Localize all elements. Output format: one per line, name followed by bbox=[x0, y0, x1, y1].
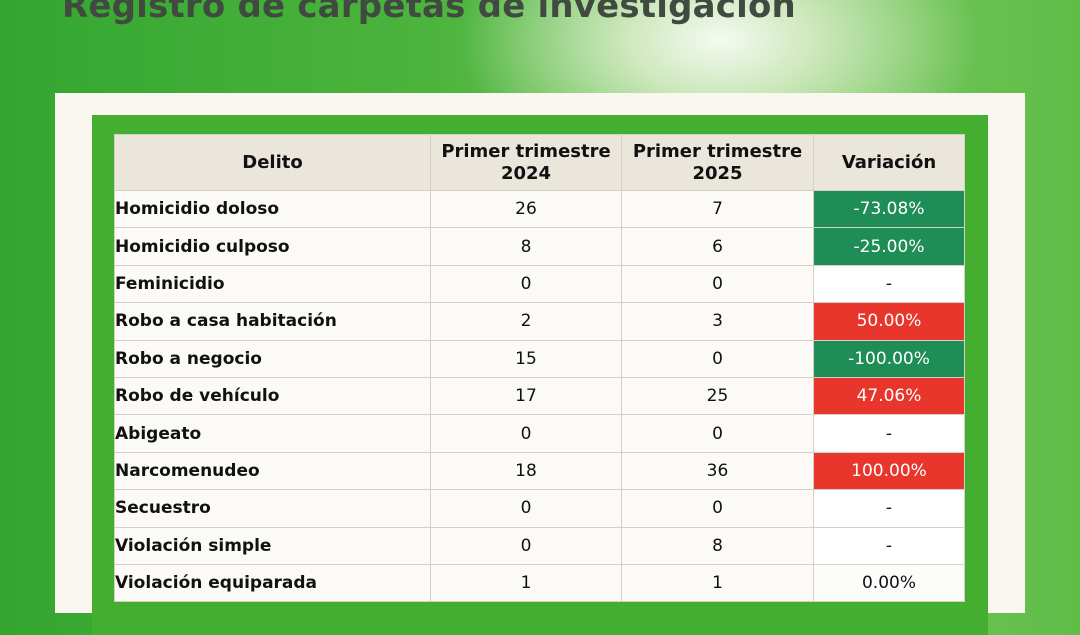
table-row: Homicidio doloso 26 7 -73.08% bbox=[114, 189, 965, 229]
header-q2025: Primer trimestre 2025 bbox=[621, 134, 814, 191]
table-row: Narcomenudeo 18 36 100.00% bbox=[114, 451, 965, 491]
cell-q2025: 0 bbox=[621, 339, 814, 378]
cell-q2025: 6 bbox=[621, 227, 814, 266]
cell-delito: Violación simple bbox=[114, 526, 431, 565]
cell-q2025: 1 bbox=[621, 563, 814, 603]
cell-variacion: -100.00% bbox=[813, 339, 965, 378]
cell-q2025: 7 bbox=[621, 189, 814, 229]
cell-delito: Violación equiparada bbox=[114, 563, 431, 603]
cell-q2024: 18 bbox=[430, 451, 622, 491]
cell-q2024: 1 bbox=[430, 563, 622, 603]
cell-delito: Secuestro bbox=[114, 489, 431, 528]
cell-q2025: 0 bbox=[621, 489, 814, 528]
cell-q2024: 15 bbox=[430, 339, 622, 378]
cell-q2024: 0 bbox=[430, 264, 622, 304]
cell-variacion: 47.06% bbox=[813, 376, 965, 416]
table-row: Robo de vehículo 17 25 47.06% bbox=[114, 376, 965, 416]
cell-delito: Robo de vehículo bbox=[114, 376, 431, 416]
cell-q2024: 8 bbox=[430, 227, 622, 266]
cell-delito: Robo a negocio bbox=[114, 339, 431, 378]
cell-variacion: 50.00% bbox=[813, 302, 965, 341]
page-title: Registro de carpetas de investigación bbox=[62, 0, 796, 26]
cell-variacion: - bbox=[813, 264, 965, 304]
cell-q2024: 17 bbox=[430, 376, 622, 416]
cell-variacion: 0.00% bbox=[813, 563, 965, 603]
cell-delito: Feminicidio bbox=[114, 264, 431, 304]
cell-q2025: 36 bbox=[621, 451, 814, 491]
cell-q2025: 25 bbox=[621, 376, 814, 416]
table-header-row: Delito Primer trimestre 2024 Primer trim… bbox=[114, 134, 965, 191]
cell-variacion: 100.00% bbox=[813, 451, 965, 491]
cell-q2025: 3 bbox=[621, 302, 814, 341]
table-row: Violación simple 0 8- bbox=[114, 526, 965, 565]
table-row: Robo a negocio 15 0 -100.00% bbox=[114, 339, 965, 378]
cell-variacion: - bbox=[813, 414, 965, 453]
cell-q2025: 8 bbox=[621, 526, 814, 565]
cell-q2024: 0 bbox=[430, 526, 622, 565]
cell-variacion: -25.00% bbox=[813, 227, 965, 266]
cell-delito: Narcomenudeo bbox=[114, 451, 431, 491]
cell-q2024: 26 bbox=[430, 189, 622, 229]
cell-delito: Homicidio doloso bbox=[114, 189, 431, 229]
content-card: Delito Primer trimestre 2024 Primer trim… bbox=[55, 93, 1025, 635]
cell-q2024: 2 bbox=[430, 302, 622, 341]
table-row: Abigeato 0 0- bbox=[114, 414, 965, 453]
cell-delito: Robo a casa habitación bbox=[114, 302, 431, 341]
cell-variacion: - bbox=[813, 526, 965, 565]
cell-delito: Homicidio culposo bbox=[114, 227, 431, 266]
cell-q2025: 0 bbox=[621, 264, 814, 304]
table-row: Violación equiparada 1 1 0.00% bbox=[114, 563, 965, 603]
table-row: Secuestro 0 0- bbox=[114, 489, 965, 528]
header-q2024: Primer trimestre 2024 bbox=[430, 134, 622, 191]
cell-delito: Abigeato bbox=[114, 414, 431, 453]
table-body: Homicidio doloso 26 7 -73.08% Homicidio culp… bbox=[114, 189, 965, 603]
cell-q2024: 0 bbox=[430, 414, 622, 453]
cell-variacion: - bbox=[813, 489, 965, 528]
table-row: Robo a casa habitación 2 3 50.00% bbox=[114, 302, 965, 341]
table-frame: Delito Primer trimestre 2024 Primer trim… bbox=[92, 115, 988, 635]
cell-variacion: -73.08% bbox=[813, 189, 965, 229]
header-delito: Delito bbox=[114, 134, 431, 191]
cell-q2025: 0 bbox=[621, 414, 814, 453]
header-variacion: Variación bbox=[813, 134, 965, 191]
crime-records-table: Delito Primer trimestre 2024 Primer trim… bbox=[114, 134, 965, 603]
table-row: Feminicidio 0 0- bbox=[114, 264, 965, 304]
cell-q2024: 0 bbox=[430, 489, 622, 528]
table-row: Homicidio culposo 8 6 -25.00% bbox=[114, 227, 965, 266]
